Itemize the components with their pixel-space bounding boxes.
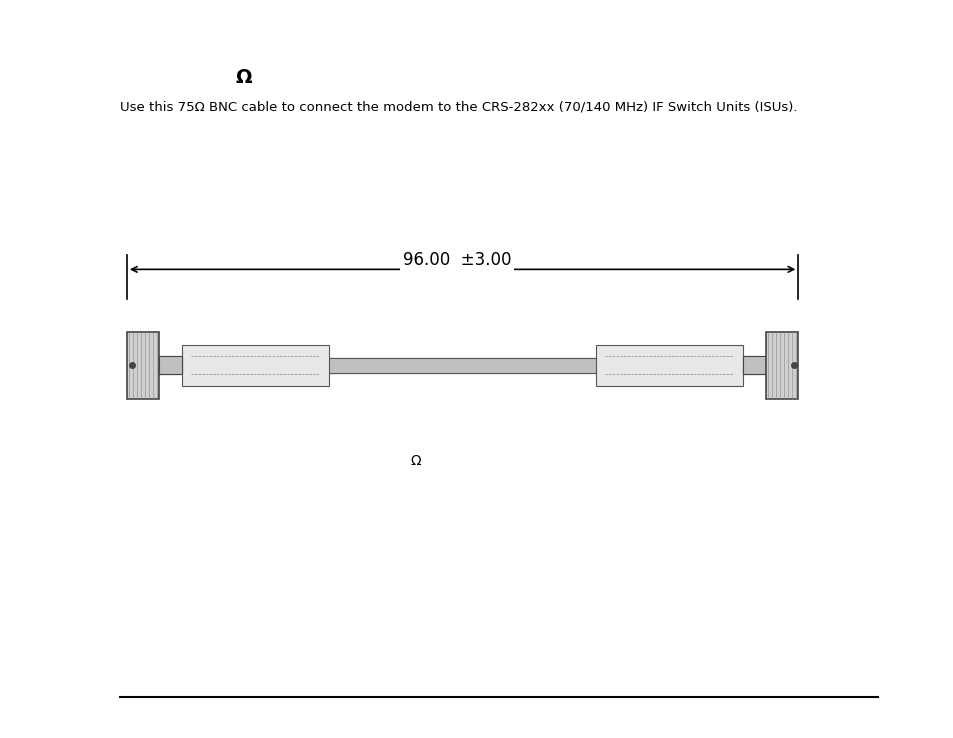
- Text: Use this 75Ω BNC cable to connect the modem to the CRS-282xx (70/140 MHz) IF Swi: Use this 75Ω BNC cable to connect the mo…: [119, 100, 796, 114]
- Text: Ω: Ω: [410, 455, 420, 468]
- FancyBboxPatch shape: [596, 345, 742, 386]
- FancyBboxPatch shape: [765, 332, 798, 399]
- FancyBboxPatch shape: [182, 345, 329, 386]
- Text: 96.00  ±3.00: 96.00 ±3.00: [402, 251, 511, 269]
- Text: Ω: Ω: [235, 68, 252, 87]
- FancyBboxPatch shape: [127, 332, 159, 399]
- Polygon shape: [329, 358, 596, 373]
- Polygon shape: [742, 356, 765, 374]
- Polygon shape: [159, 356, 182, 374]
